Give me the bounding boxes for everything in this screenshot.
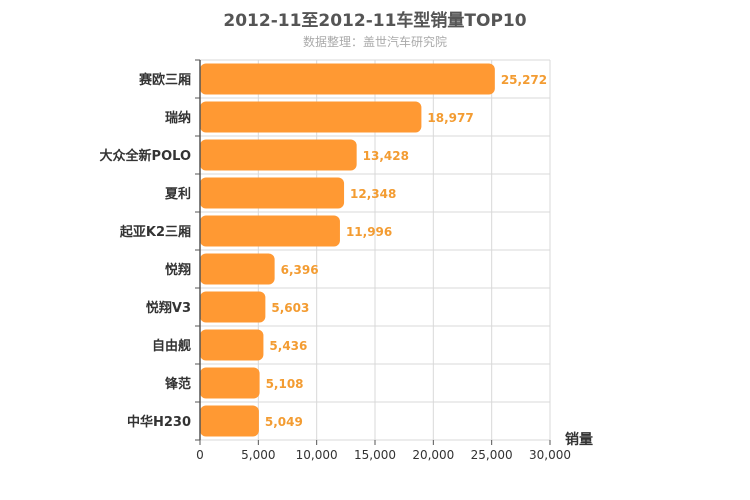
category-label: 大众全新POLO (100, 148, 191, 164)
bar (200, 139, 357, 171)
bar (200, 291, 266, 323)
bar (200, 405, 259, 437)
x-tick-label: 10,000 (296, 448, 338, 462)
x-axis-title: 销量 (565, 431, 593, 448)
chart-title: 2012-11至2012-11车型销量TOP10 (223, 11, 527, 31)
value-label: 5,049 (265, 415, 303, 429)
bar (200, 215, 340, 247)
bar (200, 253, 275, 285)
value-label: 12,348 (350, 187, 396, 201)
axis-layer: 0 5,000 10,000 15,000 20,000 25,000 30,000 (195, 59, 571, 462)
category-label: 悦翔V3 (146, 300, 191, 316)
bar (200, 177, 345, 209)
value-label: 13,428 (363, 149, 409, 163)
category-label: 悦翔 (165, 262, 191, 278)
value-label: 11,996 (346, 225, 392, 239)
value-label: 18,977 (427, 111, 473, 125)
category-label: 夏利 (164, 186, 191, 202)
x-tick-label: 30,000 (529, 448, 571, 462)
value-label: 5,603 (271, 301, 309, 315)
bar (200, 63, 495, 95)
chart-subtitle: 数据整理：盖世汽车研究院 (302, 35, 447, 49)
category-label: 锋范 (165, 376, 191, 392)
x-tick-label: 15,000 (354, 448, 396, 462)
category-label: 瑞纳 (165, 110, 191, 126)
bar (200, 329, 264, 361)
category-label: 中华H230 (127, 414, 191, 430)
category-label: 自由舰 (152, 338, 191, 354)
x-tick-label: 0 (196, 448, 204, 462)
bar (200, 367, 260, 399)
value-label: 25,272 (501, 73, 547, 87)
value-label: 5,436 (269, 339, 307, 353)
x-tick-label: 20,000 (412, 448, 454, 462)
x-tick-label: 5,000 (241, 448, 275, 462)
x-tick-label: 25,000 (471, 448, 513, 462)
category-label: 起亚K2三厢 (119, 224, 191, 240)
value-label: 5,108 (266, 377, 304, 391)
bar (200, 101, 422, 133)
value-label: 6,396 (281, 263, 319, 277)
category-label: 赛欧三厢 (138, 72, 191, 88)
label-layer: 赛欧三厢 25,272 瑞纳 18,977 大众全新POLO 13,428 夏利 12,348… (100, 72, 548, 430)
bar-layer (200, 63, 495, 437)
